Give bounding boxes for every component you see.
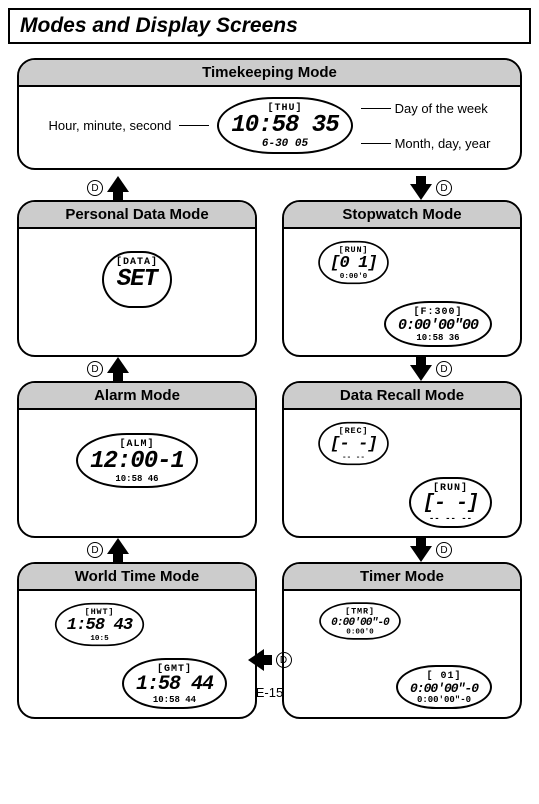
alarm-card: Alarm Mode [ALM] 12:00-1 10:58 46 <box>17 381 257 538</box>
timekeeping-header: Timekeeping Mode <box>19 60 520 87</box>
worldtime-lcd-back: [HWT] 1:58 43 10:5 <box>55 603 144 646</box>
d-label: D <box>436 180 452 196</box>
timekeeping-lcd-time: 10:58 35 <box>231 114 338 138</box>
callout-line-r1 <box>361 108 391 109</box>
arrow-left-group: D <box>240 649 300 671</box>
timer-lcd-front: [ 01] 0:00'00"-0 0:00'00"-0 <box>396 665 492 709</box>
worldtime-card: World Time Mode [HWT] 1:58 43 10:5 [GMT]… <box>17 562 257 719</box>
worldtime-header: World Time Mode <box>19 564 255 591</box>
timer-header: Timer Mode <box>284 564 520 591</box>
arrow-row-3: D D <box>17 538 522 562</box>
timer-card: Timer Mode [TMR] 0:00'00"-0 0:00'0 [ 01]… <box>282 562 522 719</box>
callout-hms: Hour, minute, second <box>49 118 172 133</box>
datarecall-header: Data Recall Mode <box>284 383 520 410</box>
personal-header: Personal Data Mode <box>19 202 255 229</box>
stopwatch-card: Stopwatch Mode [RUN] [0 1] 0:00'0 [F:300… <box>282 200 522 357</box>
page-title: Modes and Display Screens <box>20 14 519 38</box>
callout-mdy: Month, day, year <box>395 136 491 151</box>
datarecall-lcd-front: [RUN] [- -] -- -- -- <box>409 477 492 528</box>
page-title-box: Modes and Display Screens <box>8 8 531 44</box>
personal-lcd-main: SET <box>116 268 158 292</box>
timekeeping-card: Timekeeping Mode Hour, minute, second [T… <box>17 58 522 170</box>
arrow-down-right-1: D <box>410 176 452 200</box>
datarecall-lcd-back: [REC] [- -] -- -- <box>318 422 389 465</box>
alarm-lcd: [ALM] 12:00-1 10:58 46 <box>76 433 198 488</box>
timer-lcd-back: [TMR] 0:00'00"-0 0:00'0 <box>319 602 401 639</box>
arrow-row-1: D D <box>17 176 522 200</box>
personal-card: Personal Data Mode [DATA] SET <box>17 200 257 357</box>
d-label: D <box>87 180 103 196</box>
alarm-header: Alarm Mode <box>19 383 255 410</box>
callout-line-r2 <box>361 143 391 144</box>
timekeeping-lcd: [THU] 10:58 35 6-30 05 <box>217 97 352 154</box>
stopwatch-lcd-front: [F:300] 0:00'00"00 10:58 36 <box>384 301 492 347</box>
arrow-up-left-1: D <box>87 176 129 200</box>
stopwatch-lcd-back: [RUN] [0 1] 0:00'0 <box>318 241 389 284</box>
personal-lcd: [DATA] SET <box>102 251 172 308</box>
callout-dow: Day of the week <box>395 101 488 116</box>
worldtime-lcd-front: [GMT] 1:58 44 10:58 44 <box>122 658 227 709</box>
arrow-row-2: D D <box>17 357 522 381</box>
timekeeping-body: Hour, minute, second [THU] 10:58 35 6-30… <box>19 87 520 168</box>
datarecall-card: Data Recall Mode [REC] [- -] -- -- [RUN]… <box>282 381 522 538</box>
stopwatch-header: Stopwatch Mode <box>284 202 520 229</box>
timekeeping-lcd-date: 6-30 05 <box>231 138 338 150</box>
callout-line-left <box>179 125 209 126</box>
